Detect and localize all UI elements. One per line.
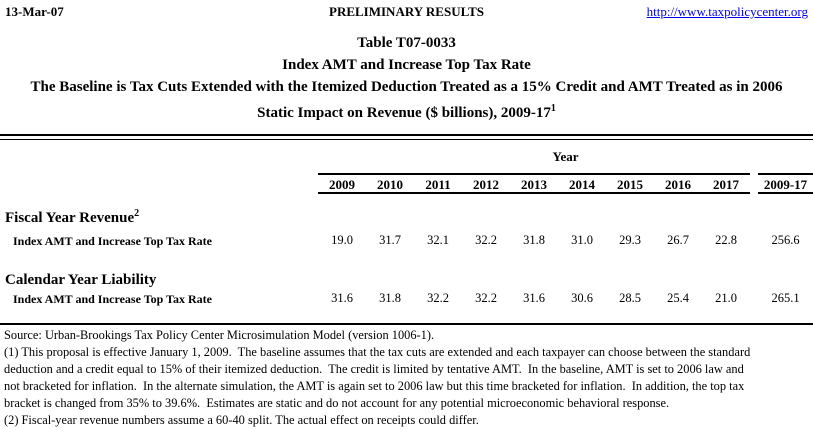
- value-cell: 19.0: [331, 233, 353, 247]
- total-column-header: 2009-17: [763, 177, 808, 192]
- note-line: bracket is changed from 35% to 39.6%. Es…: [4, 396, 670, 410]
- value-cell: 26.7: [667, 233, 689, 247]
- table-number: Table T07-0033: [357, 35, 456, 51]
- header-underline-total: [758, 192, 813, 194]
- value-cell: 31.0: [571, 233, 593, 247]
- note-line: (1) This proposal is effective January 1…: [4, 345, 751, 359]
- top-double-rule-thin: [0, 139, 813, 140]
- year-group-label: Year: [552, 149, 579, 164]
- year-column-header: 2014: [569, 177, 595, 192]
- source-note: Source: Urban-Brookings Tax Policy Cente…: [4, 328, 435, 342]
- row-label-index-amt: Index AMT and Increase Top Tax Rate: [13, 292, 212, 306]
- impact-line: Static Impact on Revenue ($ billions), 2…: [0, 98, 813, 124]
- value-cell: 21.0: [715, 291, 737, 305]
- value-cell: 32.2: [475, 291, 497, 305]
- header-rule-years: [318, 173, 750, 175]
- table-title: Index AMT and Increase Top Tax Rate: [282, 57, 531, 73]
- baseline-description: The Baseline is Tax Cuts Extended with t…: [30, 79, 783, 95]
- header-rule-total: [758, 173, 813, 175]
- section-title-calendar-year-liability: Calendar Year Liability: [5, 270, 156, 289]
- section-title-text: Calendar Year Liability: [5, 272, 157, 288]
- value-cell: 30.6: [571, 291, 593, 305]
- section-footnote-ref: 2: [134, 208, 140, 219]
- row-label-index-amt: Index AMT and Increase Top Tax Rate: [13, 234, 212, 248]
- value-cell: 32.2: [475, 233, 497, 247]
- impact-footnote-ref: 1: [550, 103, 556, 114]
- value-cell: 32.1: [427, 233, 449, 247]
- value-cell: 31.6: [523, 291, 545, 305]
- year-column-header: 2017: [713, 177, 739, 192]
- year-column-header: 2013: [521, 177, 547, 192]
- table-row: 31.6 31.8 32.2 32.2 31.6 30.6 28.5 25.4 …: [318, 291, 813, 306]
- footnotes-block: Source: Urban-Brookings Tax Policy Cente…: [4, 327, 750, 429]
- report-date: 13-Mar-07: [5, 4, 64, 19]
- taxpolicycenter-link[interactable]: http://www.taxpolicycenter.org: [646, 4, 808, 19]
- impact-text: Static Impact on Revenue ($ billions), 2…: [257, 105, 551, 121]
- value-cell: 25.4: [667, 291, 689, 305]
- table-row: 19.0 31.7 32.1 32.2 31.8 31.0 29.3 26.7 …: [318, 233, 813, 248]
- value-cell: 28.5: [619, 291, 641, 305]
- section-title-fiscal-year-revenue: Fiscal Year Revenue2: [5, 208, 139, 227]
- year-column-header: 2009: [329, 177, 355, 192]
- table-bottom-rule: [0, 323, 813, 325]
- top-double-rule-thick: [0, 134, 813, 136]
- value-cell: 31.8: [523, 233, 545, 247]
- note-line: (2) Fiscal-year revenue numbers assume a…: [4, 413, 479, 427]
- value-cell: 32.2: [427, 291, 449, 305]
- year-column-header: 2010: [377, 177, 403, 192]
- year-header-row: 2009 2010 2011 2012 2013 2014 2015 2016 …: [318, 177, 813, 193]
- total-value-cell: 265.1: [771, 291, 800, 305]
- section-title-text: Fiscal Year Revenue: [5, 210, 135, 226]
- total-value-cell: 256.6: [771, 233, 800, 247]
- year-column-header: 2012: [473, 177, 499, 192]
- note-line: not bracketed for inflation. In the alte…: [4, 379, 745, 393]
- value-cell: 29.3: [619, 233, 641, 247]
- year-column-header: 2015: [617, 177, 643, 192]
- header-underline-years: [318, 192, 750, 194]
- note-line: deduction and a credit equal to 15% of t…: [4, 362, 744, 376]
- year-column-header: 2011: [425, 177, 451, 192]
- preliminary-results-label: PRELIMINARY RESULTS: [329, 4, 484, 19]
- title-block: Table T07-0033 Index AMT and Increase To…: [0, 32, 813, 124]
- value-cell: 31.6: [331, 291, 353, 305]
- value-cell: 22.8: [715, 233, 737, 247]
- value-cell: 31.7: [379, 233, 401, 247]
- year-column-header: 2016: [665, 177, 691, 192]
- value-cell: 31.8: [379, 291, 401, 305]
